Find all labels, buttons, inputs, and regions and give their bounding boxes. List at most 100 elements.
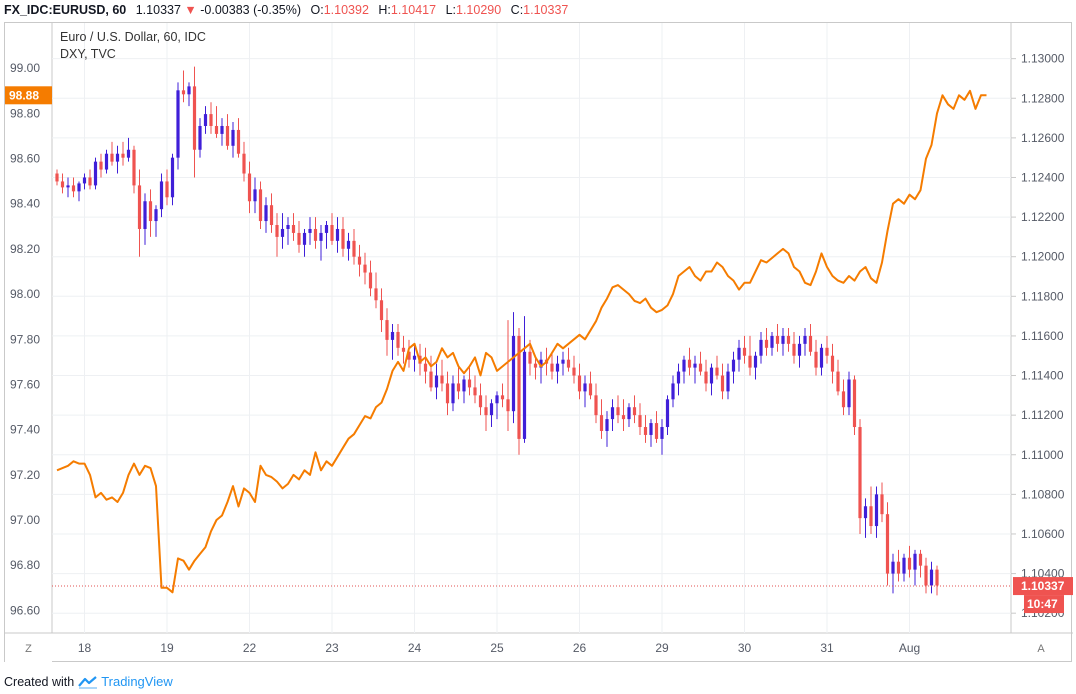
eurusd-candle-body	[401, 347, 406, 352]
eurusd-candle-body	[841, 391, 846, 408]
eurusd-candle-body	[434, 375, 439, 388]
eurusd-candle-body	[456, 383, 461, 392]
right-axis-tick-label: 1.12600	[1021, 131, 1065, 145]
left-axis-panel	[5, 23, 52, 663]
eurusd-candle-body	[374, 288, 378, 301]
eurusd-candle-body	[368, 272, 373, 289]
eurusd-candle-body	[88, 177, 92, 186]
eurusd-candle-body	[99, 161, 103, 170]
high-value: 1.10417	[390, 3, 437, 17]
eurusd-candle-body	[929, 569, 934, 586]
right-axis-tick-label: 1.12000	[1021, 250, 1065, 264]
eurusd-candle-body	[819, 347, 824, 368]
eurusd-candle-body	[539, 359, 543, 368]
eurusd-candle-body	[775, 335, 780, 344]
eurusd-candle-body	[737, 347, 741, 360]
eurusd-candle-body	[170, 157, 175, 198]
auto-scale-button[interactable]: A	[1037, 643, 1045, 655]
eurusd-candle-body	[319, 232, 323, 241]
right-axis-tick-label: 1.11000	[1021, 448, 1064, 462]
eurusd-candle-body	[676, 371, 681, 384]
eurusd-candle-body	[830, 355, 835, 372]
eurusd-candle-body	[632, 407, 637, 416]
eurusd-candle-body	[880, 494, 884, 515]
eurusd-candle-body	[330, 225, 334, 241]
eurusd-candle-body	[286, 225, 290, 229]
left-axis-tick-label: 97.80	[10, 332, 40, 346]
eurusd-candle-body	[192, 86, 197, 150]
last-price: 1.10337	[135, 3, 181, 17]
close-value: 1.10337	[523, 3, 569, 17]
eurusd-candle-body	[726, 371, 730, 392]
eurusd-candle-body	[836, 371, 840, 392]
eurusd-candle-body	[379, 300, 384, 321]
eurusd-candle-body	[511, 335, 516, 412]
left-axis-tick-label: 98.60	[10, 152, 40, 166]
eurusd-candle-body	[187, 86, 191, 95]
left-axis-tick-label: 98.00	[10, 287, 40, 301]
eurusd-candle-body	[803, 335, 807, 344]
eurusd-candle-body	[231, 129, 235, 146]
eurusd-candle-body	[759, 339, 763, 356]
eurusd-candle-body	[643, 427, 648, 435]
eurusd-candle-body	[550, 363, 554, 372]
eurusd-candle-body	[693, 363, 697, 368]
chart-frame[interactable]: 1.13000 1.12800 1.12600 1.12400 1.12200 1.120…	[4, 22, 1073, 663]
eurusd-candle-body	[423, 363, 428, 372]
auto-zoom-button[interactable]: Z	[25, 643, 32, 655]
eurusd-candle-body	[533, 363, 538, 368]
eurusd-candle-body	[93, 161, 98, 186]
eurusd-candle-body	[236, 129, 241, 154]
eurusd-candle-body	[363, 264, 367, 273]
eurusd-candle-body	[572, 367, 576, 376]
eurusd-candle-body	[451, 383, 455, 404]
eurusd-candle-body	[291, 225, 296, 233]
price-chart[interactable]: 1.13000 1.12800 1.12600 1.12400 1.12200 1.120…	[5, 23, 1073, 663]
eurusd-candle-body	[495, 395, 499, 404]
eurusd-candle-body	[517, 335, 521, 439]
eurusd-candle-body	[649, 423, 653, 435]
eurusd-candle-body	[346, 240, 351, 249]
left-axis-tick-label: 98.40	[10, 197, 40, 211]
dxy-line	[56, 89, 987, 594]
eurusd-candle-body	[682, 359, 686, 372]
eurusd-candle-body	[385, 320, 389, 340]
eurusd-candle-body	[770, 335, 774, 348]
eurusd-candle-body	[445, 383, 450, 404]
eurusd-candle-body	[429, 371, 433, 388]
eurusd-candle-body	[753, 355, 758, 368]
eurusd-candle-body	[313, 228, 318, 241]
left-axis-tick-label: 96.80	[10, 558, 40, 572]
x-axis-tick-label: 25	[490, 641, 504, 655]
symbol-header: FX_IDC:EURUSD, 60 1.10337 ▼ -0.00383 (-0…	[4, 3, 568, 17]
eurusd-candle-body	[748, 355, 752, 368]
eurusd-candle-body	[280, 228, 285, 237]
tradingview-brand[interactable]: TradingView	[101, 674, 173, 689]
open-label: O:	[310, 3, 324, 17]
eurusd-candle-body	[396, 331, 400, 348]
eurusd-candle-body	[324, 225, 329, 233]
eurusd-candle-body	[489, 403, 494, 416]
eurusd-candle-body	[148, 201, 153, 222]
eurusd-candle-body	[852, 379, 857, 428]
eurusd-candle-body	[671, 383, 675, 400]
eurusd-candle-body	[896, 561, 901, 574]
x-axis-tick-label: 18	[78, 641, 92, 655]
eurusd-candle-body	[121, 153, 125, 158]
right-axis-tick-label: 1.11600	[1021, 329, 1064, 343]
eurusd-candle-body	[77, 183, 81, 192]
x-axis-tick-label: 30	[738, 641, 752, 655]
eurusd-candle-body	[555, 363, 560, 372]
close-label: C:	[510, 3, 524, 17]
eurusd-candle-body	[869, 506, 873, 527]
eurusd-candle-body	[412, 355, 417, 360]
eurusd-candle-body	[863, 506, 868, 519]
x-axis-tick-label: 26	[573, 641, 587, 655]
left-axis-tick-label: 99.00	[10, 61, 40, 75]
eurusd-candle-body	[660, 427, 664, 439]
eurusd-candle-body	[797, 343, 802, 356]
eurusd-candle-body	[154, 209, 158, 222]
eurusd-candle-body	[638, 415, 642, 428]
eurusd-candle-body	[616, 407, 620, 416]
eurusd-candle-body	[825, 347, 829, 356]
